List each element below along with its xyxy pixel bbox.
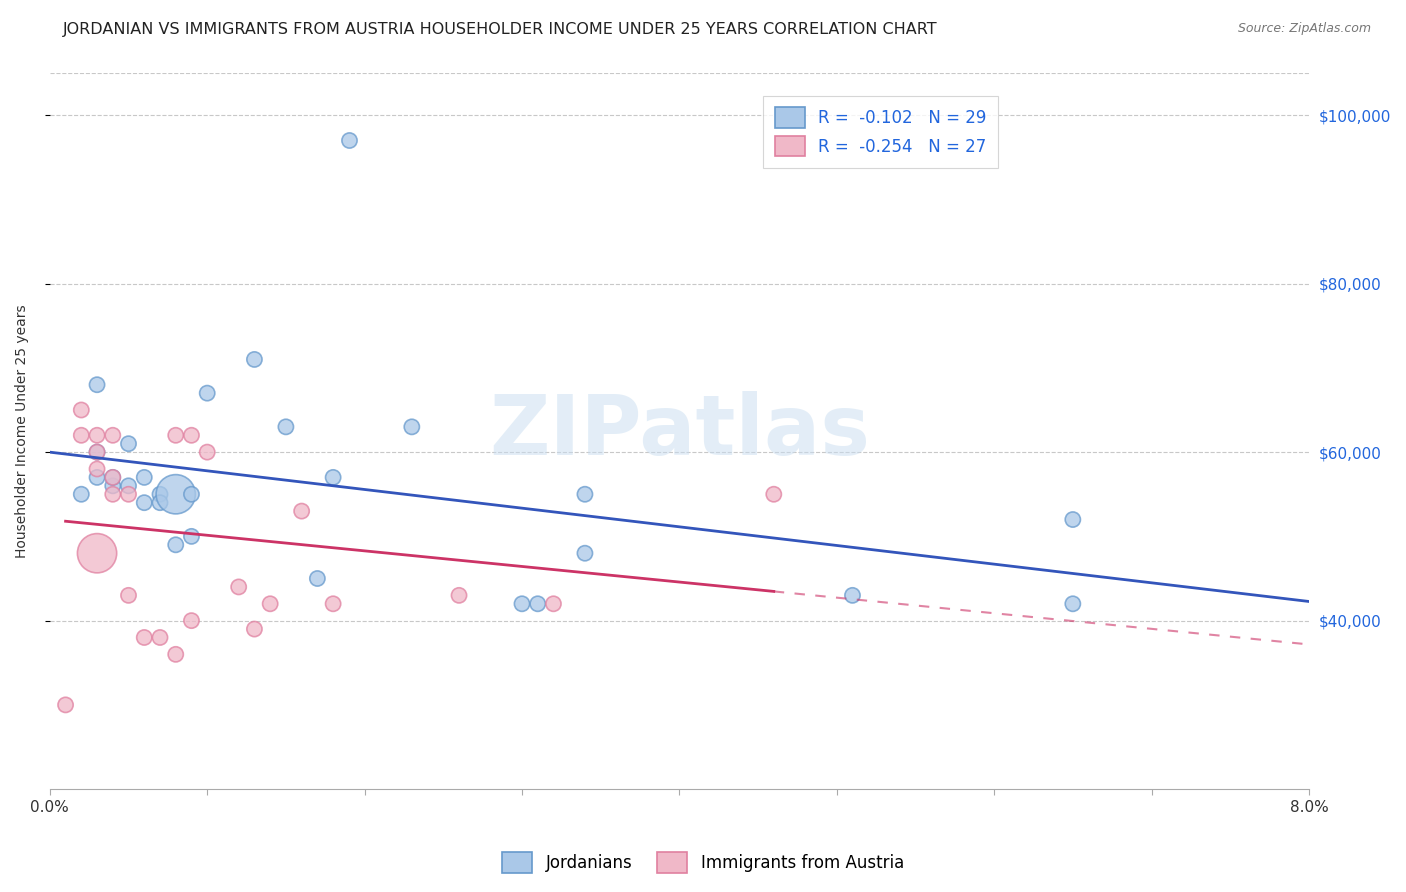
Point [101,479,124,493]
Point [526,597,548,611]
Point [86,462,108,476]
Point [134,470,156,484]
Point [86,445,108,459]
Point [117,479,139,493]
Point [1062,512,1084,526]
Point [165,648,187,662]
Point [322,470,344,484]
Legend: Jordanians, Immigrants from Austria: Jordanians, Immigrants from Austria [495,846,911,880]
Point [841,588,863,602]
Y-axis label: Householder Income Under 25 years: Householder Income Under 25 years [15,304,30,558]
Point [243,352,266,367]
Point [510,597,533,611]
Point [101,470,124,484]
Text: Source: ZipAtlas.com: Source: ZipAtlas.com [1237,22,1371,36]
Point [180,614,202,628]
Point [307,572,329,586]
Point [165,428,187,442]
Point [228,580,250,594]
Text: JORDANIAN VS IMMIGRANTS FROM AUSTRIA HOUSEHOLDER INCOME UNDER 25 YEARS CORRELATI: JORDANIAN VS IMMIGRANTS FROM AUSTRIA HOU… [63,22,938,37]
Point [401,420,423,434]
Point [1062,597,1084,611]
Point [149,631,172,645]
Point [134,631,156,645]
Point [86,546,108,560]
Point [337,133,360,147]
Point [447,588,470,602]
Point [55,698,77,712]
Point [101,470,124,484]
Point [70,403,93,417]
Point [149,487,172,501]
Point [291,504,314,518]
Point [70,428,93,442]
Point [101,428,124,442]
Point [134,496,156,510]
Point [274,420,297,434]
Point [243,622,266,636]
Point [322,597,344,611]
Point [180,487,202,501]
Point [86,377,108,392]
Point [86,445,108,459]
Legend: R =  -0.102   N = 29, R =  -0.254   N = 27: R = -0.102 N = 29, R = -0.254 N = 27 [763,95,998,168]
Point [180,529,202,543]
Point [574,487,596,501]
Point [117,436,139,450]
Point [762,487,785,501]
Point [195,445,218,459]
Text: ZIPatlas: ZIPatlas [489,391,870,472]
Point [86,428,108,442]
Point [70,487,93,501]
Point [195,386,218,401]
Point [259,597,281,611]
Point [574,546,596,560]
Point [101,487,124,501]
Point [117,588,139,602]
Point [180,428,202,442]
Point [86,470,108,484]
Point [149,496,172,510]
Point [543,597,565,611]
Point [117,487,139,501]
Point [165,538,187,552]
Point [165,487,187,501]
